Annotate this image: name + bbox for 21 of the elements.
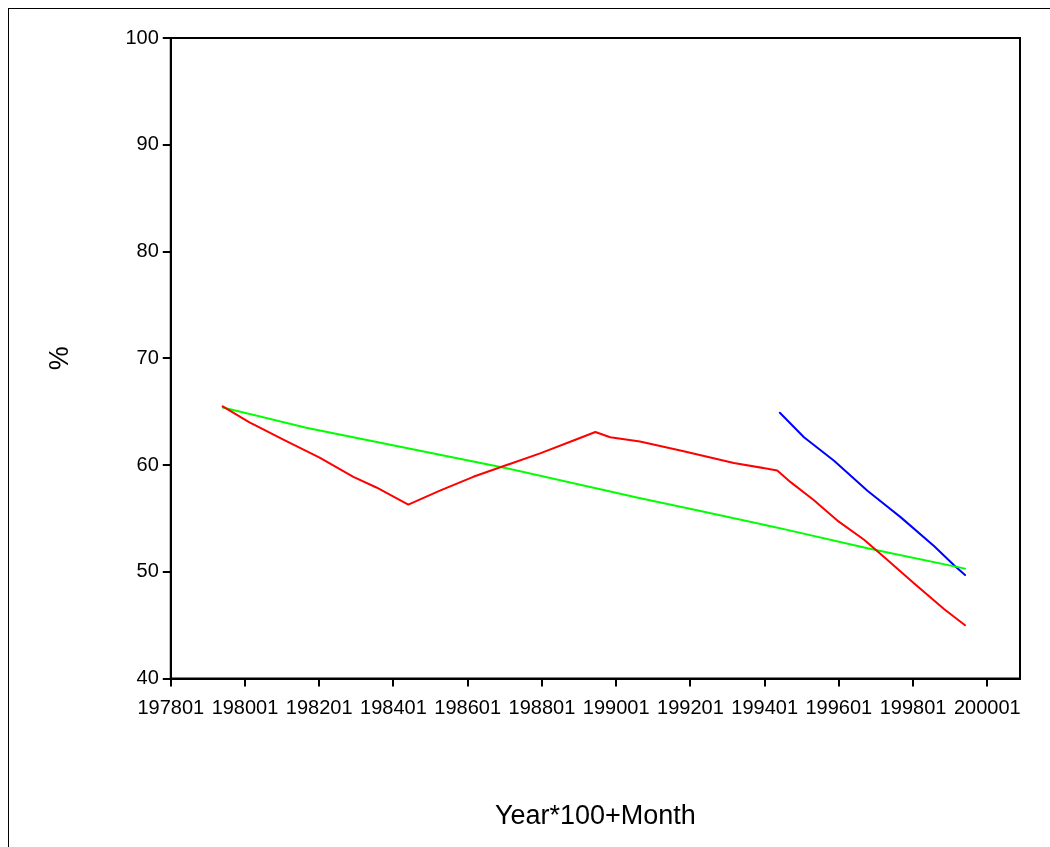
y-tick-label: 50 — [136, 559, 159, 582]
x-tick-label: 200001 — [953, 696, 1021, 719]
x-axis-title: Year*100+Month — [494, 800, 696, 831]
y-tick-label: 80 — [136, 239, 159, 262]
x-tick-label: 199001 — [582, 696, 650, 719]
x-tick-label: 199401 — [731, 696, 799, 719]
x-tick-label: 198401 — [360, 696, 427, 719]
x-tick-label: 198601 — [434, 696, 502, 719]
y-axis-title: % — [43, 346, 74, 371]
x-tick-label: 197801 — [137, 696, 205, 719]
y-tick-label: 90 — [136, 132, 159, 155]
y-tick-label: 60 — [136, 452, 159, 475]
x-tick-label: 199801 — [879, 696, 947, 719]
x-tick-label: 198201 — [285, 696, 353, 719]
x-tick-label: 198001 — [211, 696, 279, 719]
x-tick-label: 198801 — [508, 696, 576, 719]
x-tick-label: 199201 — [657, 696, 724, 719]
x-tick-label: 199601 — [805, 696, 873, 719]
y-tick-label: 70 — [136, 345, 159, 368]
y-tick-label: 100 — [125, 25, 159, 48]
y-tick-label: 40 — [136, 666, 159, 689]
